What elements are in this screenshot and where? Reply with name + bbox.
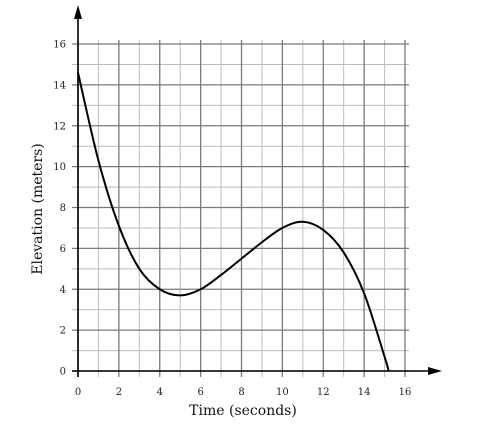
y-tick-label: 2 xyxy=(60,326,66,337)
y-tick-labels: 0 2 4 6 8 10 12 14 16 xyxy=(53,40,66,378)
x-tick-labels: 0 2 4 6 8 10 12 14 16 xyxy=(75,387,412,398)
x-axis-arrow xyxy=(428,367,442,375)
y-tick-label: 12 xyxy=(53,121,66,132)
x-tick-label: 4 xyxy=(157,387,163,398)
x-tick-label: 2 xyxy=(116,387,122,398)
x-tick-label: 8 xyxy=(238,387,244,398)
minor-grid xyxy=(72,40,409,377)
series-group xyxy=(77,72,390,372)
x-tick-label: 16 xyxy=(399,387,412,398)
y-tick-label: 16 xyxy=(53,40,66,51)
x-axis-title: Time (seconds) xyxy=(189,403,297,419)
axes xyxy=(72,5,442,377)
y-axis-title: Elevation (meters) xyxy=(30,143,46,275)
y-axis-arrow xyxy=(74,5,82,19)
x-tick-label: 0 xyxy=(75,387,81,398)
major-grid xyxy=(72,40,409,377)
y-tick-label: 6 xyxy=(60,244,66,255)
x-tick-label: 6 xyxy=(197,387,203,398)
y-tick-label: 8 xyxy=(60,203,66,214)
x-tick-label: 14 xyxy=(358,387,371,398)
x-tick-label: 12 xyxy=(317,387,330,398)
y-tick-label: 14 xyxy=(53,80,66,91)
y-tick-label: 4 xyxy=(60,285,66,296)
x-tick-label: 10 xyxy=(276,387,289,398)
y-tick-label: 10 xyxy=(53,162,66,173)
y-tick-label: 0 xyxy=(60,367,66,378)
elevation-series-line xyxy=(77,72,390,372)
